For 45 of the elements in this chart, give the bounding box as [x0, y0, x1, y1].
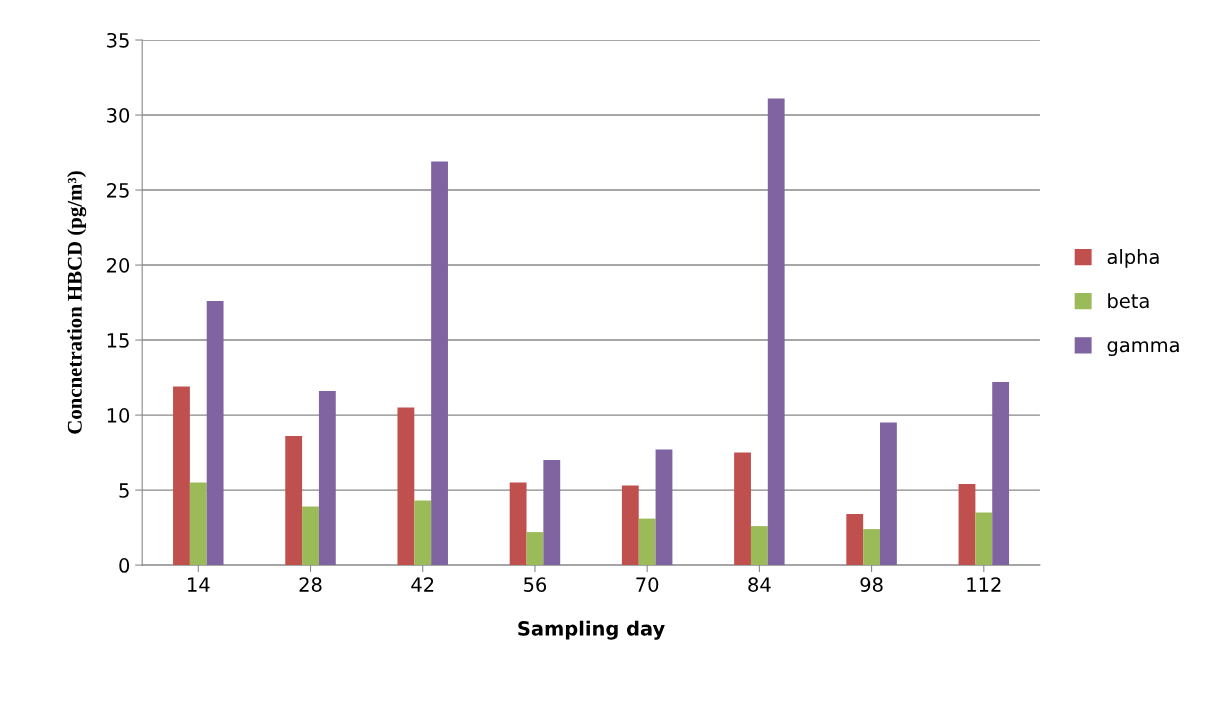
x-tick-label: 14	[188, 577, 210, 592]
x-tick-label: 84	[748, 577, 771, 592]
y-tick-label: 35	[107, 32, 129, 48]
x-tick-label: 70	[636, 577, 659, 592]
bar	[397, 407, 415, 566]
bar	[863, 529, 881, 566]
legend-label: alpha	[1107, 249, 1159, 268]
x-tick-label: 42	[411, 577, 434, 592]
bar	[734, 452, 751, 566]
bar	[621, 485, 639, 566]
bar	[846, 514, 864, 566]
bar	[302, 506, 319, 566]
x-tick-label: 112	[967, 577, 1001, 592]
legend-label: beta	[1108, 293, 1149, 309]
bar	[285, 436, 303, 566]
bar	[431, 161, 448, 566]
y-tick-label: 30	[107, 107, 130, 123]
x-axis-title: Sampling day	[518, 620, 665, 640]
bar	[975, 512, 993, 566]
y-tick-label: 0	[119, 558, 130, 573]
bar	[992, 382, 1010, 566]
bar	[414, 500, 432, 566]
bar	[206, 301, 224, 566]
bar	[543, 460, 561, 566]
x-tick-label: 56	[524, 577, 547, 592]
y-tick-label: 15	[107, 333, 129, 348]
legend-label: gamma	[1107, 341, 1179, 357]
bar	[958, 484, 976, 566]
bar	[655, 449, 673, 566]
bar	[173, 386, 190, 566]
y-tick-label: 10	[107, 408, 130, 423]
y-tick-label: 5	[119, 483, 129, 498]
y-axis-title: Concnetration HBCD (pg/m³)	[67, 171, 87, 434]
bar	[750, 526, 768, 566]
bar	[767, 98, 785, 566]
bar	[189, 482, 207, 566]
bar	[638, 518, 656, 566]
bar	[880, 422, 897, 566]
x-tick-label: 98	[860, 577, 883, 592]
y-tick-label: 20	[107, 258, 130, 273]
bar	[318, 391, 336, 566]
bar	[509, 482, 527, 566]
x-tick-label: 28	[299, 577, 322, 592]
bar	[526, 532, 544, 566]
y-tick-label: 25	[107, 183, 129, 198]
